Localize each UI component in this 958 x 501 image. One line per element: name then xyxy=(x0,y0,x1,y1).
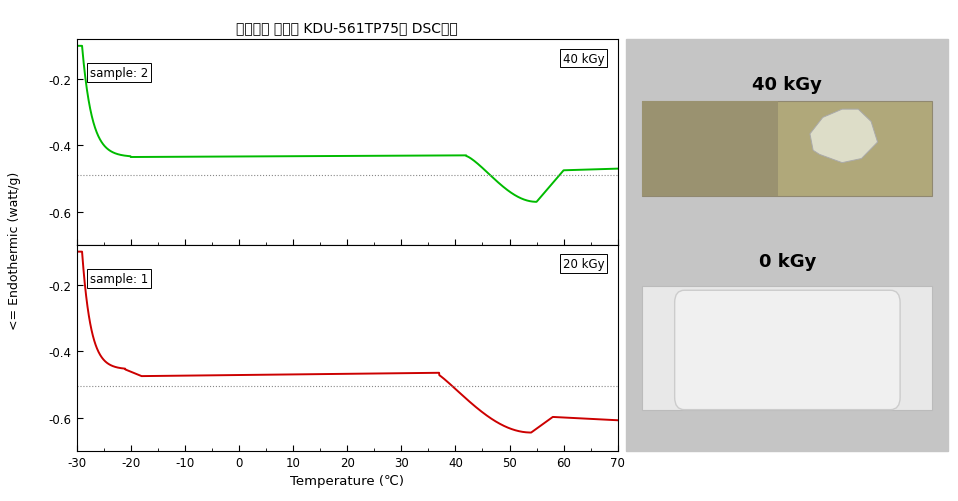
Polygon shape xyxy=(810,110,878,163)
FancyBboxPatch shape xyxy=(643,102,778,196)
FancyBboxPatch shape xyxy=(643,102,932,196)
Text: 0 kGy: 0 kGy xyxy=(759,253,816,271)
Text: sample: 2: sample: 2 xyxy=(90,67,148,80)
Text: 20 kGy: 20 kGy xyxy=(562,258,604,271)
Text: sample: 1: sample: 1 xyxy=(90,272,148,285)
Title: 전자빔이 조사된 KDU-561TP75의 DSC결과: 전자빔이 조사된 KDU-561TP75의 DSC결과 xyxy=(237,21,458,35)
Text: <= Endothermic (watt/g): <= Endothermic (watt/g) xyxy=(8,171,21,330)
Text: 40 kGy: 40 kGy xyxy=(752,76,822,94)
FancyBboxPatch shape xyxy=(674,291,901,410)
Text: 40 kGy: 40 kGy xyxy=(562,53,604,65)
X-axis label: Temperature (℃): Temperature (℃) xyxy=(290,474,404,487)
FancyBboxPatch shape xyxy=(643,287,932,410)
